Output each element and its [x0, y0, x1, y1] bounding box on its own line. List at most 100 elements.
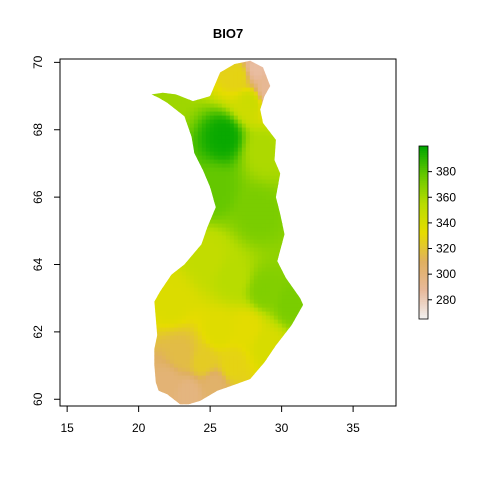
raster-cell [157, 347, 163, 353]
raster-cell [197, 243, 203, 249]
raster-cell [237, 283, 243, 289]
raster-cell [153, 355, 159, 361]
raster-cell [229, 271, 235, 277]
raster-cell [205, 271, 211, 277]
raster-cell [177, 147, 183, 153]
raster-cell [146, 60, 151, 65]
raster-cell [151, 331, 155, 337]
raster-cell [146, 180, 151, 185]
raster-cell [269, 291, 275, 297]
raster-cell [253, 215, 259, 221]
raster-cell [269, 175, 275, 181]
raster-cell [306, 388, 311, 393]
raster-cell [245, 251, 251, 257]
raster-cell [289, 303, 295, 309]
legend-swatch [419, 191, 428, 194]
raster-cell [157, 307, 163, 313]
raster-cell [237, 91, 243, 97]
raster-cell [185, 263, 191, 269]
raster-cell [165, 375, 171, 381]
raster-cell [273, 251, 279, 257]
raster-cell [177, 283, 183, 289]
raster-cell [217, 99, 223, 105]
raster-cell [253, 219, 259, 225]
raster-cell [285, 295, 291, 301]
raster-cell [293, 379, 299, 385]
raster-cell [233, 171, 239, 177]
raster-cell [237, 335, 243, 341]
raster-cell [253, 287, 259, 293]
raster-cell [245, 135, 251, 141]
raster-cell [293, 319, 299, 325]
raster-cell [301, 323, 304, 329]
raster-cell [273, 299, 279, 305]
raster-cell [253, 235, 259, 241]
raster-cell [189, 235, 195, 241]
raster-cell [205, 215, 211, 221]
raster-cell [245, 187, 251, 193]
raster-cell [281, 351, 287, 357]
raster-cell [310, 348, 315, 353]
raster-cell [265, 307, 271, 313]
raster-cell [173, 215, 179, 221]
raster-cell [165, 251, 171, 257]
raster-cell [233, 127, 239, 133]
raster-cell [257, 335, 263, 341]
raster-cell [310, 332, 315, 337]
raster-cell [177, 379, 183, 385]
raster-cell [205, 347, 211, 353]
legend-swatch [419, 308, 428, 311]
raster-cell [189, 343, 195, 349]
raster-cell [310, 304, 315, 309]
raster-cell [289, 255, 295, 261]
raster-cell [265, 127, 271, 133]
raster-cell [245, 151, 251, 157]
raster-cell [277, 183, 283, 189]
legend-swatch [419, 267, 428, 270]
raster-cell [150, 408, 155, 413]
raster-cell [209, 367, 215, 373]
raster-cell [151, 255, 155, 261]
raster-cell [209, 139, 215, 145]
raster-cell [277, 60, 283, 65]
raster-cell [233, 307, 239, 313]
raster-cell [265, 75, 271, 81]
raster-cell [151, 207, 155, 213]
raster-cell [297, 255, 303, 261]
raster-cell [233, 175, 239, 181]
raster-cell [151, 175, 155, 181]
raster-cell [153, 111, 159, 117]
raster-cell [201, 371, 207, 377]
raster-cell [249, 175, 255, 181]
raster-cell [146, 172, 151, 177]
raster-cell [181, 235, 187, 241]
raster-cell [217, 67, 223, 73]
raster-cell [205, 303, 211, 309]
raster-cell [265, 63, 271, 69]
raster-cell [197, 239, 203, 245]
raster-cell [225, 291, 231, 297]
raster-cell [221, 147, 227, 153]
raster-cell [225, 111, 231, 117]
raster-cell [233, 263, 239, 269]
raster-cell [297, 383, 303, 389]
raster-cell [285, 315, 291, 321]
raster-cell [306, 152, 311, 157]
raster-cell [185, 335, 191, 341]
raster-cell [293, 99, 299, 105]
raster-cell [269, 399, 275, 405]
raster-cell [273, 275, 279, 281]
raster-cell [205, 383, 211, 389]
raster-cell [277, 355, 283, 361]
raster-cell [225, 395, 231, 401]
raster-cell [201, 139, 207, 145]
raster-cell [151, 163, 155, 169]
raster-cell [293, 347, 299, 353]
raster-cell [253, 331, 259, 337]
raster-cell [285, 139, 291, 145]
raster-cell [261, 259, 267, 265]
raster-cell [241, 171, 247, 177]
raster-cell [213, 267, 219, 273]
raster-cell [277, 223, 283, 229]
raster-cell [293, 151, 299, 157]
